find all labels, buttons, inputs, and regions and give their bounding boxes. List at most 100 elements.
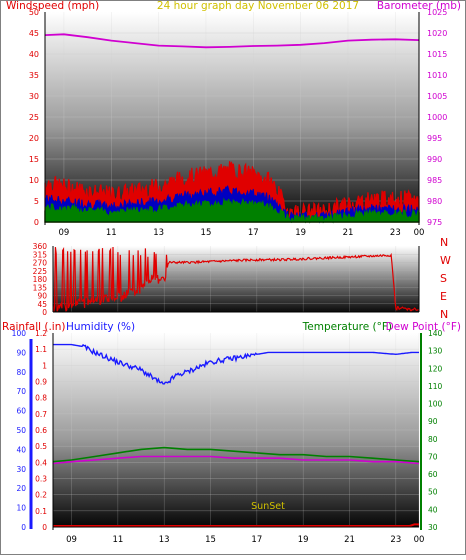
barometer-tick-label: 1020	[427, 29, 447, 38]
humidity-tick-label: 70	[16, 387, 26, 396]
rainfall-axis-title: Rainfall (.in)	[2, 321, 65, 333]
windspeed-tick-label: 50	[29, 8, 39, 17]
barometer-tick-label: 995	[427, 134, 442, 143]
windspeed-tick-label: 0	[34, 218, 39, 227]
windspeed-tick-label: 15	[29, 155, 39, 164]
dewpoint-line	[52, 455, 420, 465]
humidity-tick-label: 20	[16, 484, 26, 493]
humidity-line	[53, 343, 419, 385]
wind-hour-tick-label: 19	[295, 228, 306, 238]
climate-hour-tick-label: 11	[112, 535, 123, 545]
humidity-tick-label: 40	[16, 445, 26, 454]
windspeed-low-area	[44, 197, 420, 224]
barometer-tick-label: 1000	[427, 113, 447, 122]
rainfall-tick-label: 0.1	[35, 507, 47, 516]
barometer-tick-label: 990	[427, 155, 442, 164]
humidity-axis-title: Humidity (%)	[66, 321, 135, 333]
rainfall-tick-label: 0.7	[35, 410, 47, 419]
humidity-tick-label: 0	[21, 523, 26, 532]
sunset-annotation: SunSet	[251, 501, 285, 512]
humidity-tick-label: 30	[16, 465, 26, 474]
direction-tick-label: 315	[33, 250, 48, 259]
climate-hour-tick-label: 13	[159, 535, 170, 545]
direction-tick-label: 90	[37, 292, 47, 301]
compass-e-label: E	[440, 290, 447, 303]
climate-hour-tick-label: 15	[205, 535, 216, 545]
temperature-tick-label: 70	[428, 452, 438, 461]
rainfall-tick-label: 0.9	[35, 378, 47, 387]
barometer-line	[44, 33, 420, 49]
temperature-tick-label: 80	[428, 435, 438, 444]
wind-hour-tick-label: 21	[343, 228, 354, 238]
barometer-tick-label: 985	[427, 176, 442, 185]
temperature-tick-label: 140	[428, 329, 443, 338]
climate-hour-tick-label: 19	[298, 535, 309, 545]
climate-hour-tick-label: 23	[390, 535, 401, 545]
rainfall-tick-label: 0.3	[35, 475, 47, 484]
temperature-tick-label: 100	[428, 400, 443, 409]
rainfall-tick-label: 0.5	[35, 442, 47, 451]
direction-tick-label: 180	[33, 275, 48, 284]
humidity-tick-label: 80	[16, 368, 26, 377]
windspeed-tick-label: 30	[29, 92, 39, 101]
wind-hour-tick-label: 00	[414, 228, 425, 238]
wind-hour-tick-label: 09	[59, 228, 70, 238]
windspeed-axis-title: Windspeed (mph)	[6, 0, 99, 12]
humidity-tick-label: 60	[16, 407, 26, 416]
direction-tick-label: 45	[37, 300, 47, 309]
direction-tick-label: 0	[42, 308, 47, 317]
windspeed-tick-label: 40	[29, 50, 39, 59]
temperature-tick-label: 60	[428, 470, 438, 479]
compass-n-label: N	[440, 236, 448, 249]
barometer-axis-title: Barometer (mb)	[377, 0, 461, 12]
rainfall-tick-label: 0.4	[35, 458, 47, 467]
compass-s-label: S	[440, 272, 447, 285]
wind-direction-line	[52, 246, 419, 313]
barometer-tick-label: 1005	[427, 92, 447, 101]
wind-hour-tick-label: 11	[106, 228, 117, 238]
climate-hour-tick-label: 17	[251, 535, 262, 545]
temperature-tick-label: 120	[428, 364, 443, 373]
windspeed-tick-label: 5	[34, 197, 39, 206]
rainfall-tick-label: 1	[42, 361, 47, 370]
rainfall-tick-label: 0.2	[35, 491, 47, 500]
temperature-tick-label: 40	[428, 505, 438, 514]
windspeed-tick-label: 10	[29, 176, 39, 185]
compass-w-label: W	[440, 254, 451, 267]
rainfall-line	[53, 523, 419, 527]
barometer-tick-label: 980	[427, 197, 442, 206]
barometer-tick-label: 975	[427, 218, 442, 227]
direction-tick-label: 270	[33, 259, 48, 268]
wind-hour-tick-label: 13	[153, 228, 164, 238]
windspeed-tick-label: 35	[29, 71, 39, 80]
humidity-tick-label: 90	[16, 348, 26, 357]
windspeed-tick-label: 20	[29, 134, 39, 143]
rainfall-tick-label: 0	[42, 523, 47, 532]
rainfall-tick-label: 0.6	[35, 426, 47, 435]
barometer-tick-label: 1015	[427, 50, 447, 59]
temperature-tick-label: 110	[428, 382, 443, 391]
climate-hour-tick-label: 09	[66, 535, 77, 545]
temperature-tick-label: 130	[428, 347, 443, 356]
temperature-line	[52, 446, 420, 463]
humidity-tick-label: 10	[16, 504, 26, 513]
climate-hour-tick-label: 21	[344, 535, 355, 545]
barometer-tick-label: 1025	[427, 8, 447, 17]
rainfall-tick-label: 1.1	[35, 345, 47, 354]
direction-tick-label: 225	[33, 267, 48, 276]
temperature-tick-label: 50	[428, 488, 438, 497]
climate-hour-tick-label: 00	[414, 535, 425, 545]
rainfall-tick-label: 1.2	[35, 329, 47, 338]
rainfall-tick-label: 0.8	[35, 394, 47, 403]
wind-hour-tick-label: 15	[201, 228, 212, 238]
windspeed-tick-label: 45	[29, 29, 39, 38]
compass-n-label: N	[440, 308, 448, 321]
temperature-tick-label: 30	[428, 523, 438, 532]
direction-tick-label: 360	[33, 242, 48, 251]
humidity-tick-label: 50	[16, 426, 26, 435]
windspeed-tick-label: 25	[29, 113, 39, 122]
barometer-tick-label: 1010	[427, 71, 447, 80]
wind-hour-tick-label: 17	[248, 228, 259, 238]
